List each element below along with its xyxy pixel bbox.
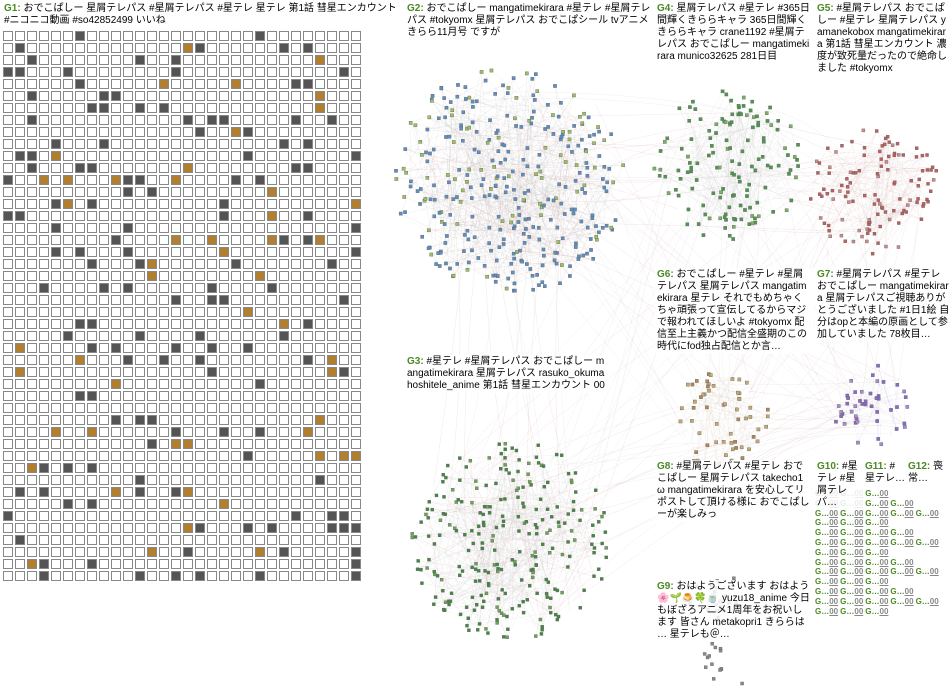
group-id-g7: G7: (817, 269, 834, 280)
group-label-g1: G1: おでこぱしー 星屑テレパス #星屑テレパス #星テレ 星テレ 第1話 彗… (2, 2, 406, 28)
group-label-g11: G11: #星テレ… (863, 460, 907, 486)
group-id-g2: G2: (407, 3, 424, 14)
group-label-g5: G5: #星屑テレパス おでこぱしー #星テレ 星屑テレパス yamanekob… (815, 2, 950, 76)
group-id-g8: G8: (657, 461, 674, 472)
group-id-g6: G6: (657, 269, 674, 280)
group-text-g9: おはようございます おはよう🌸🌱🍮🍀🍵 yuzu18_anime 今日もぼざろア… (657, 581, 810, 640)
group-label-g3: G3: #星テレ #星屑テレパス おでこぱしー mangatimekirara … (405, 355, 609, 393)
group-id-g9: G9: (657, 581, 674, 592)
group-id-g11: G11: (865, 461, 887, 472)
group-text-g5: #星屑テレパス おでこぱしー #星テレ 星屑テレパス yamanekobox m… (817, 3, 947, 74)
group-id-g10: G10: (817, 461, 839, 472)
group-text-g8: #星屑テレパス #星テレ おでこぱしー 星屑テレパス takecho1 ω ma… (657, 461, 809, 520)
group-id-g4: G4: (657, 3, 674, 14)
group-text-g7: #星屑テレパス #星テレ おでこぱしー mangatimekirara 星屑テレ… (817, 269, 949, 340)
group-label-g12: G12: 喪常… (906, 460, 950, 486)
group-id-g5: G5: (817, 3, 834, 14)
group-id-g12: G12: (908, 461, 930, 472)
group-label-g2: G2: おでこぱしー mangatimekirara #星テレ #星屑テレパス … (405, 2, 654, 40)
group-label-g6: G6: おでこぱしー #星テレ #星屑テレパス 星屑テレパス mangatime… (655, 268, 814, 354)
group-label-g9: G9: おはようございます おはよう🌸🌱🍮🍀🍵 yuzu18_anime 今日も… (655, 580, 814, 642)
group-id-g3: G3: (407, 356, 424, 367)
group-text-g4: 星屑テレパス #星テレ #365日間輝くきららキャラ 365日間輝くきららキャラ… (657, 3, 810, 62)
group-label-g4: G4: 星屑テレパス #星テレ #365日間輝くきららキャラ 365日間輝くきら… (655, 2, 814, 64)
group-label-g10: G10: #星テレ #星屑テレパ… (815, 460, 864, 510)
group-text-g3: #星テレ #星屑テレパス おでこぱしー mangatimekirara 星屑テレ… (407, 356, 605, 391)
group-text-g6: おでこぱしー #星テレ #星屑テレパス 星屑テレパス mangatimekira… (657, 269, 807, 352)
group-label-g7: G7: #星屑テレパス #星テレ おでこぱしー mangatimekirara … (815, 268, 950, 342)
group-text-g2: おでこぱしー mangatimekirara #星テレ #星屑テレパス #tok… (407, 3, 650, 38)
group-label-g8: G8: #星屑テレパス #星テレ おでこぱしー 星屑テレパス takecho1 … (655, 460, 814, 522)
group-id-g1: G1: (4, 3, 21, 14)
group-text-g1: おでこぱしー 星屑テレパス #星屑テレパス #星テレ 星テレ 第1話 彗星エンカ… (4, 3, 397, 26)
